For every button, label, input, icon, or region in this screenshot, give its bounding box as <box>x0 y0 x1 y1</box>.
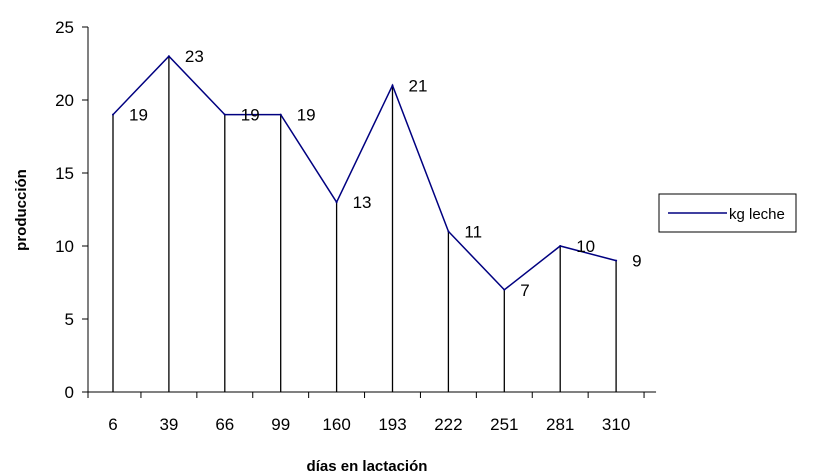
y-axis-title: producción <box>13 169 30 251</box>
data-label: 19 <box>297 106 316 125</box>
data-labels: 19 23 19 19 13 21 11 7 10 9 <box>129 47 642 300</box>
x-tick-label: 6 <box>108 415 117 434</box>
y-tick-label: 5 <box>65 310 74 329</box>
data-label: 23 <box>185 47 204 66</box>
x-axis: 6 39 66 99 160 193 222 251 281 310 <box>87 391 657 434</box>
data-point <box>223 113 226 116</box>
y-tick-label: 0 <box>65 383 74 402</box>
series-line <box>112 55 617 291</box>
x-axis-title: días en lactación <box>307 458 428 475</box>
x-tick-label: 193 <box>378 415 406 434</box>
data-point <box>615 259 618 262</box>
data-point <box>279 113 282 116</box>
x-tick-label: 222 <box>434 415 462 434</box>
data-point <box>391 84 394 87</box>
data-label: 10 <box>576 237 595 256</box>
legend-label: kg leche <box>729 206 785 223</box>
data-point <box>167 55 170 58</box>
y-axis: 0 5 10 15 20 25 <box>55 18 89 402</box>
data-label: 19 <box>129 106 148 125</box>
data-point <box>559 245 562 247</box>
data-point <box>447 230 450 233</box>
data-label: 11 <box>464 222 482 241</box>
data-label: 19 <box>241 106 260 125</box>
x-tick-label: 39 <box>159 415 178 434</box>
x-tick-label: 66 <box>215 415 234 434</box>
data-label: 13 <box>353 193 372 212</box>
x-tick-label: 160 <box>322 415 350 434</box>
x-tick-label: 310 <box>602 415 630 434</box>
x-tick-label: 251 <box>490 415 518 434</box>
y-tick-label: 15 <box>55 164 74 183</box>
data-point <box>112 113 114 116</box>
data-label: 9 <box>632 252 641 271</box>
y-tick-label: 10 <box>55 237 74 256</box>
data-label: 7 <box>520 281 529 300</box>
legend: kg leche <box>658 193 797 233</box>
x-tick-label: 281 <box>546 415 574 434</box>
x-tick-label: 99 <box>271 415 290 434</box>
data-point <box>503 288 506 291</box>
data-label: 21 <box>409 76 428 95</box>
y-tick-label: 20 <box>55 91 74 110</box>
data-point <box>335 201 338 204</box>
drop-lines <box>112 56 617 392</box>
y-tick-label: 25 <box>55 18 74 37</box>
series-kg-leche <box>112 55 618 291</box>
